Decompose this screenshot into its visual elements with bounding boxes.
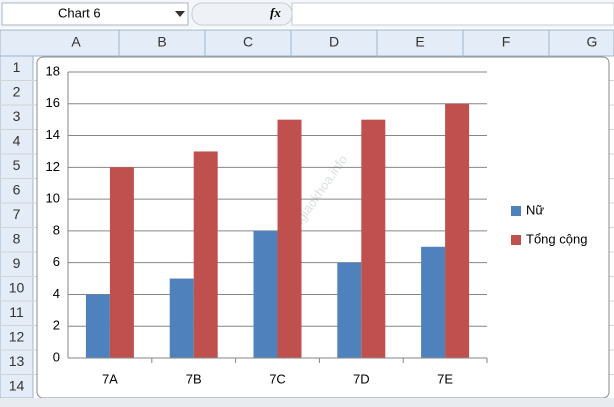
y-tick-label: 6 [53, 254, 60, 269]
row-header: 10 [9, 279, 25, 295]
bar [109, 167, 134, 358]
bar [169, 278, 194, 358]
bar [85, 294, 110, 358]
row-header: 11 [9, 304, 24, 320]
y-tick-label: 18 [46, 63, 60, 78]
column-header: A [71, 34, 81, 50]
name-box-dropdown[interactable] [175, 11, 185, 17]
bar [253, 230, 278, 358]
row-header: 2 [13, 83, 21, 99]
row-header: 5 [13, 157, 21, 173]
row-header: 1 [13, 59, 21, 75]
row-header: 7 [13, 206, 21, 222]
row-header: 6 [13, 181, 21, 197]
x-tick-label: 7C [269, 371, 286, 386]
column-header-bar [0, 29, 614, 57]
column-header: C [243, 34, 253, 50]
row-header: 9 [13, 255, 21, 271]
y-tick-label: 16 [46, 95, 60, 110]
legend-swatch [511, 235, 521, 245]
y-tick-label: 0 [53, 349, 60, 364]
row-header: 8 [13, 230, 21, 246]
row-header: 3 [13, 108, 21, 124]
column-header: F [502, 34, 511, 50]
x-tick-label: 7A [102, 371, 118, 386]
legend-label: Nữ [526, 202, 544, 217]
column-header: G [587, 34, 598, 50]
x-tick-label: 7D [353, 371, 370, 386]
bar [193, 151, 218, 358]
row-header: 4 [13, 132, 21, 148]
bar [277, 119, 302, 359]
y-tick-label: 12 [46, 159, 60, 174]
name-box[interactable] [1, 2, 189, 26]
bar [421, 246, 446, 358]
y-tick-label: 4 [53, 286, 60, 301]
bar [337, 262, 362, 358]
y-tick-label: 8 [53, 222, 60, 237]
legend-label: Tổng cộng [526, 231, 587, 246]
function-icon[interactable]: fx [270, 5, 281, 20]
bar [361, 119, 386, 359]
formula-input[interactable] [291, 2, 614, 26]
row-header: 14 [9, 377, 25, 393]
scrollbar [0, 398, 614, 407]
legend-swatch [511, 206, 521, 216]
name-box-text: Chart 6 [58, 5, 101, 20]
column-header: E [415, 34, 424, 50]
y-tick-label: 14 [46, 127, 60, 142]
y-tick-label: 2 [53, 318, 60, 333]
row-header: 13 [9, 353, 25, 369]
bar [445, 103, 470, 359]
x-tick-label: 7E [437, 371, 453, 386]
row-header: 12 [9, 328, 25, 344]
column-header: D [329, 34, 339, 50]
y-tick-label: 10 [46, 191, 60, 206]
column-header: B [157, 34, 166, 50]
x-tick-label: 7B [186, 371, 202, 386]
